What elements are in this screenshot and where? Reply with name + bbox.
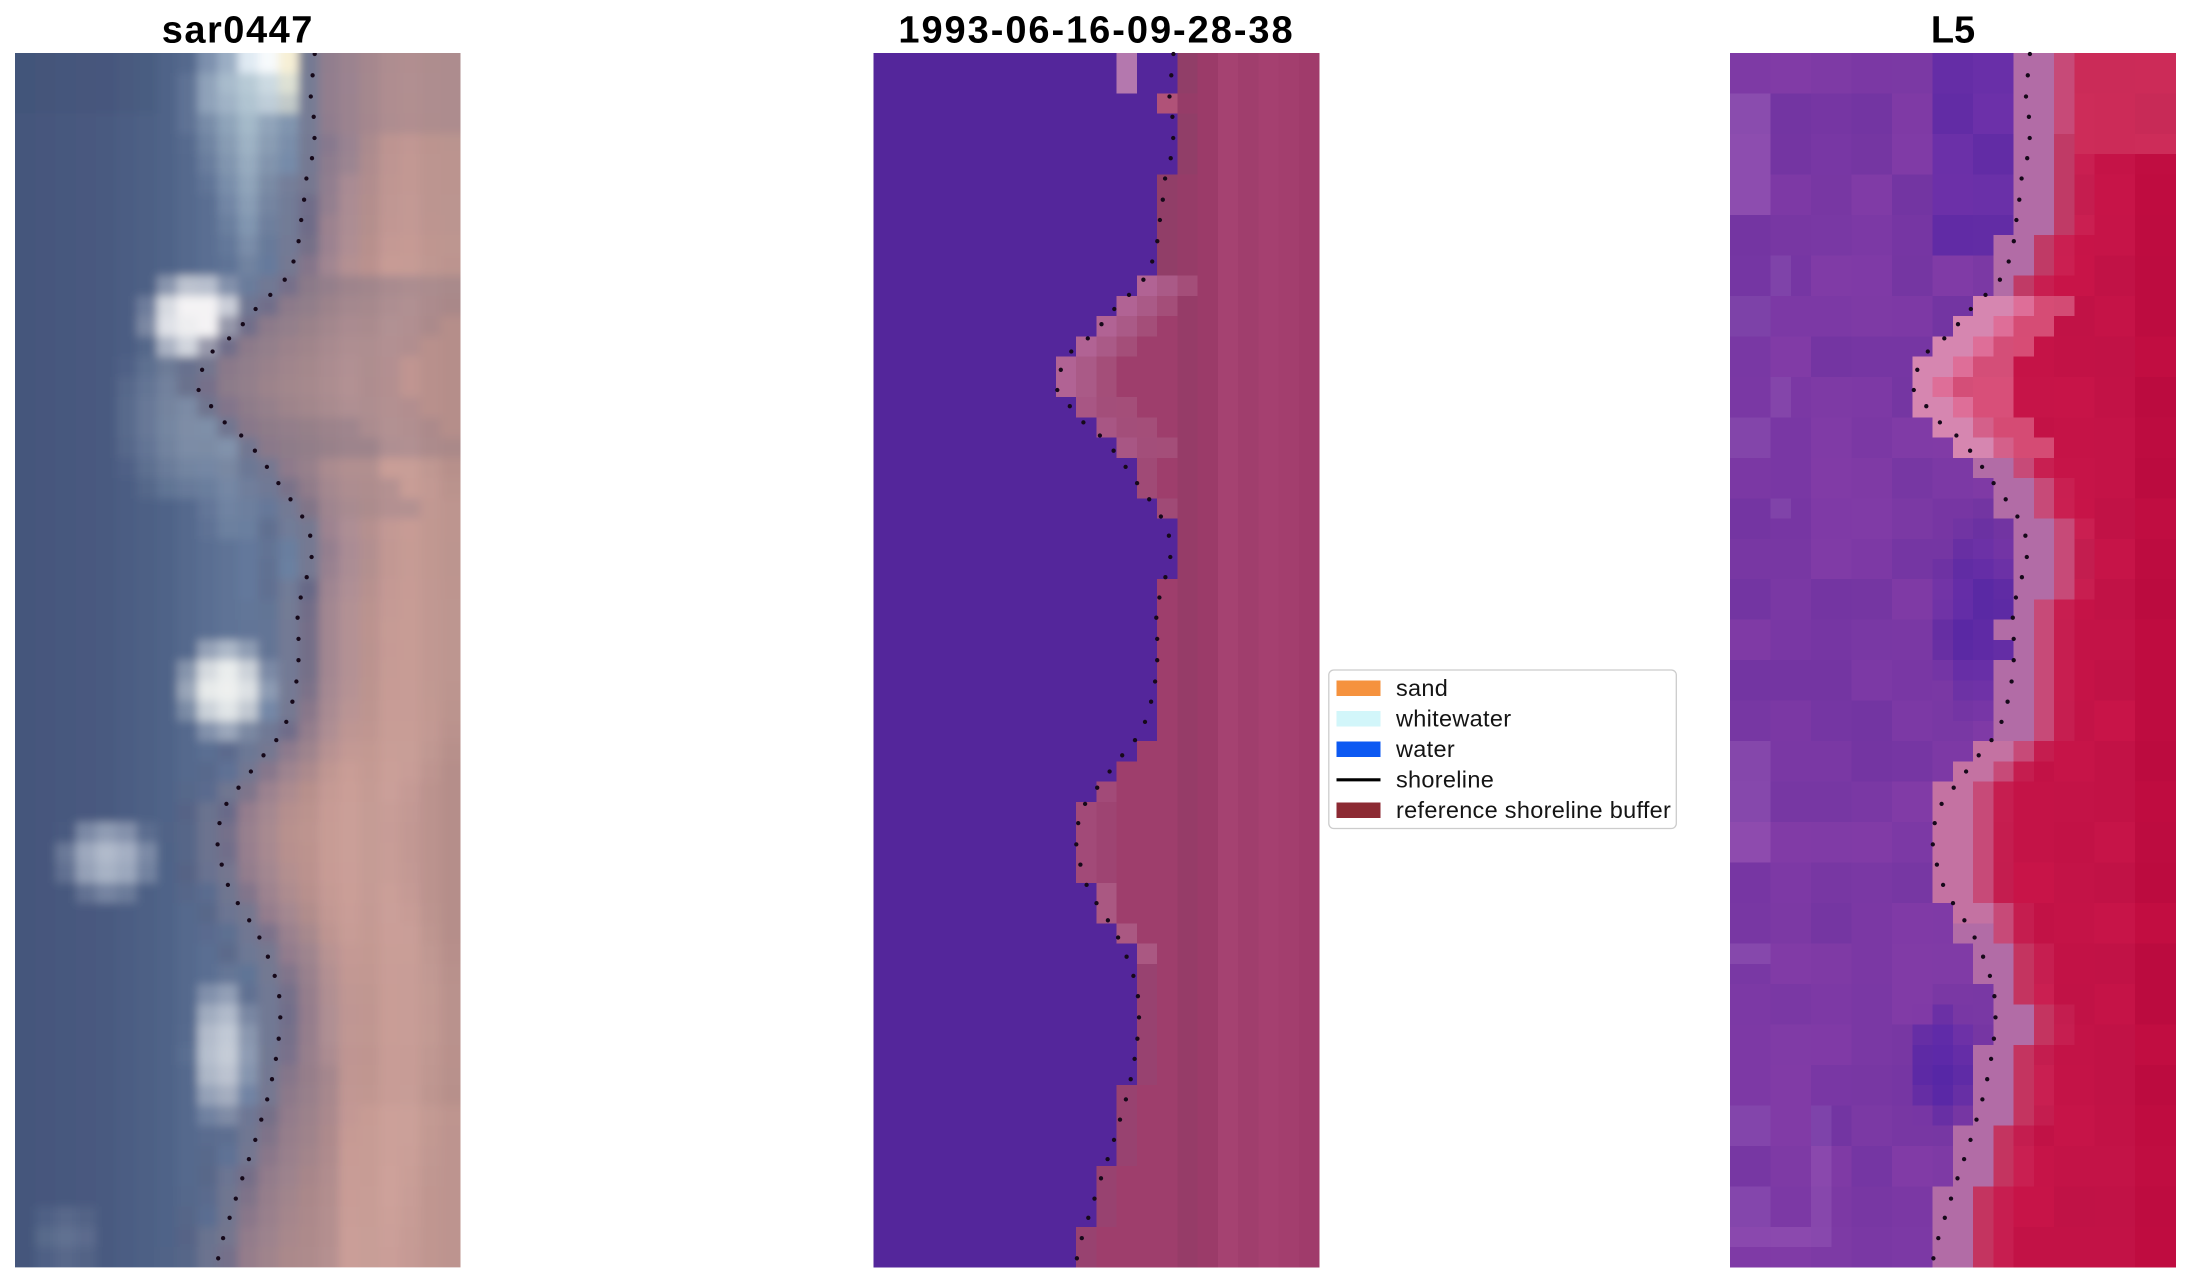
svg-text:shoreline: shoreline	[1396, 766, 1494, 792]
svg-text:1993-06-16-09-28-38: 1993-06-16-09-28-38	[898, 10, 1294, 52]
svg-text:reference shoreline buffer: reference shoreline buffer	[1396, 797, 1671, 823]
svg-text:L5: L5	[1931, 10, 1975, 52]
svg-text:sand: sand	[1396, 675, 1448, 701]
svg-text:water: water	[1395, 736, 1455, 762]
svg-text:whitewater: whitewater	[1395, 705, 1511, 731]
svg-text:sar0447: sar0447	[162, 10, 314, 52]
